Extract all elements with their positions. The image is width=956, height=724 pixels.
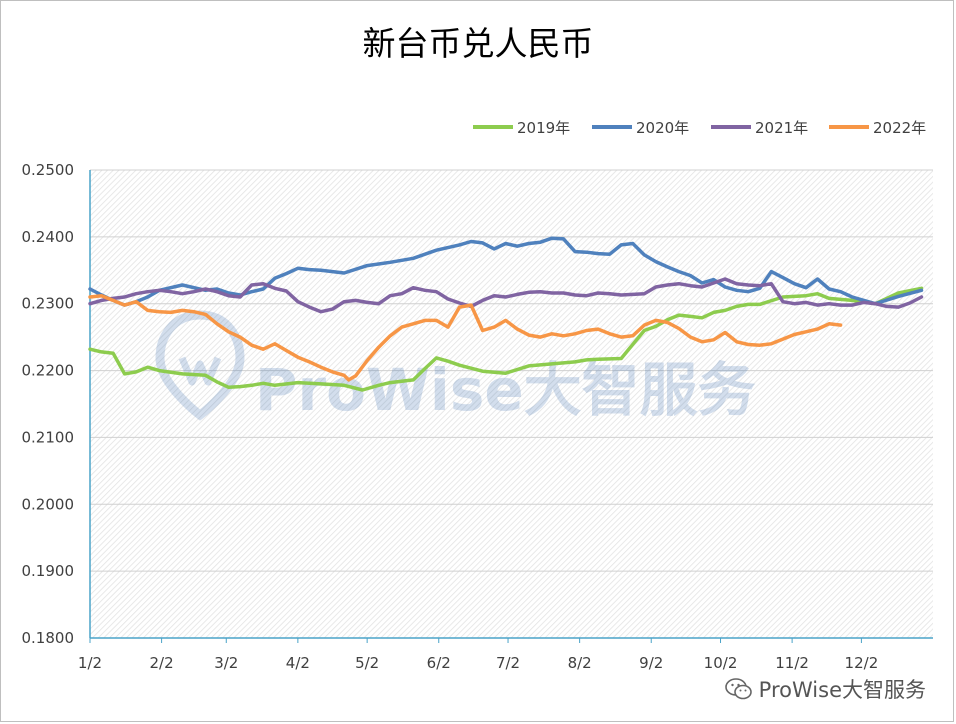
y-tick-label: 0.2400 [22, 228, 75, 246]
legend-label: 2019年 [517, 119, 570, 137]
x-tick-label: 11/2 [775, 654, 809, 672]
watermark-text: ProWise大智服务 [255, 356, 756, 424]
plot-area [90, 170, 933, 638]
series-line-2022年 [88, 293, 843, 382]
y-tick-label: 0.1900 [22, 562, 75, 580]
y-tick-label: 0.1800 [22, 629, 75, 647]
series-line-2021年 [88, 277, 924, 314]
x-tick-label: 4/2 [286, 654, 310, 672]
x-tick-label: 3/2 [214, 654, 238, 672]
x-tick-label: 8/2 [568, 654, 592, 672]
legend-label: 2022年 [873, 119, 926, 137]
x-tick-label: 7/2 [496, 654, 520, 672]
wechat-icon [724, 678, 752, 700]
x-tick-label: 1/2 [78, 654, 102, 672]
series-line-2020年 [88, 236, 924, 307]
series-lines [88, 236, 924, 392]
legend: 2019年 2020年 2021年 2022年 [473, 119, 926, 137]
y-tick-label: 0.2100 [22, 428, 75, 446]
y-axis-labels: 0.2500 0.2400 0.2300 0.2200 0.2100 0.2000 0.19… [22, 161, 75, 647]
y-tick-label: 0.2000 [22, 495, 75, 513]
y-tick-label: 0.2300 [22, 295, 75, 313]
x-tick-label: 6/2 [427, 654, 451, 672]
brand-watermark: ProWise大智服务 [155, 310, 756, 424]
chart-title: 新台币兑人民币 [363, 24, 594, 63]
series-line-2019年 [88, 286, 924, 392]
x-axis-labels: 1/2 2/2 3/2 4/2 5/2 6/2 7/2 8/2 9/2 10/2 11/2 12/2 [78, 654, 878, 672]
x-tick-label: 9/2 [639, 654, 663, 672]
footer-watermark: ProWise大智服务 [724, 674, 926, 704]
x-tick-label: 5/2 [355, 654, 379, 672]
x-tick-label: 12/2 [845, 654, 879, 672]
x-tick-label: 2/2 [150, 654, 174, 672]
footer-watermark-text: ProWise大智服务 [758, 678, 926, 702]
axes [89, 170, 933, 643]
legend-label: 2020年 [636, 119, 689, 137]
y-tick-label: 0.2200 [22, 362, 75, 380]
legend-label: 2021年 [755, 119, 808, 137]
y-tick-label: 0.2500 [22, 161, 75, 179]
x-tick-label: 10/2 [704, 654, 738, 672]
